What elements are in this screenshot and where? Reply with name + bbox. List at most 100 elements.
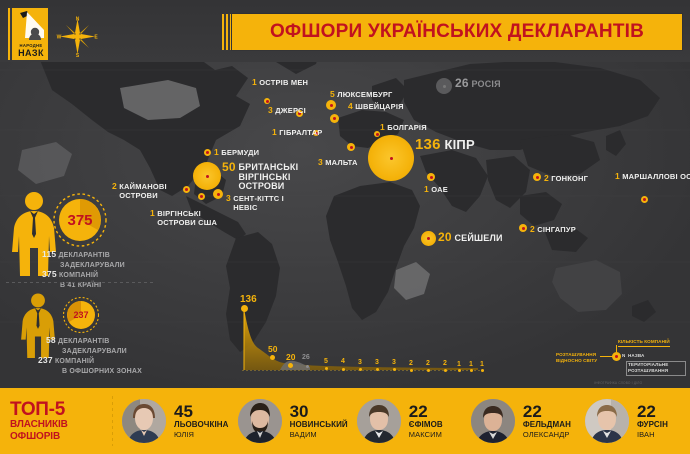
map-marker-bulgaria[interactable] [374,131,380,137]
curve-point-13 [470,369,473,372]
curve-label-8: 3 [392,359,396,366]
top5-separator [112,396,113,446]
map-marker-singapore[interactable] [519,224,527,232]
map-marker-british-virgin-islands[interactable] [193,162,221,190]
curve-label-11: 2 [443,360,447,367]
curve-point-9 [410,368,413,372]
curve-point-8 [393,368,396,371]
map-label-hong-kong: 2 ГОНКОНГ [544,173,589,184]
top5-person-4[interactable]: 22 ФЕЛЬДМАН ОЛЕКСАНДР [462,399,576,443]
curve-point-7 [376,368,379,371]
map-marker-hong-kong[interactable] [533,173,541,181]
logo-stripes [8,8,14,60]
map-marker-uae[interactable] [427,173,435,181]
curve-point-1 [270,355,275,360]
stats-divider [6,282,156,283]
donut-value-total: 375 [67,211,93,229]
legend-marker-letter: N [622,353,626,358]
map-marker-luxembourg[interactable] [326,100,336,110]
map-label-marshall-islands: 1 МАРШАЛЛОВІ ОСТРОВИ [615,171,690,182]
distribution-curve-chart: 136 50 20 26 5 4 3 3 3 2 2 2 1 [236,292,486,374]
curve-point-3 [306,365,309,368]
top5-person-2-given: ВАДИМ [289,430,317,439]
curve-label-13: 1 [469,361,473,368]
svg-text:N: N [76,17,80,23]
world-map: 1 ОСТРІВ МЕН 3 ДЖЕРСІ 5 ЛЮКСЕМБУРГ 4 ШВЕ… [0,0,690,388]
curve-label-14: 1 [480,361,484,368]
top5-person-4-given: ОЛЕКСАНДР [522,430,570,439]
top5-person-1[interactable]: 45 ЛЬОВОЧКІНА ЮЛІЯ [113,399,229,443]
avatar-lovochkina [122,399,166,443]
curve-point-14 [481,369,484,372]
top5-bar: ТОП-5 ВЛАСНИКІВ ОФШОРІВ 45 ЛЬОВОЧКІНА ЮЛ… [0,388,690,454]
map-label-jersey: 3 ДЖЕРСІ [268,105,306,116]
map-marker-marshall-islands[interactable] [641,196,648,203]
map-marker-isle-of-man[interactable] [264,98,270,104]
compass-rose-icon: N S E W [55,14,100,60]
legend-box-line2: РОЗТАШУВАННЯ [628,368,669,373]
legend-location-box [626,361,686,376]
svg-text:S: S [76,53,80,59]
curve-point-2 [288,363,293,368]
top5-person-2-surname: НОВИНСЬКИЙ [289,420,348,429]
avatar-feldman [470,399,515,443]
map-marker-saint-kitts-nevis[interactable] [213,189,223,199]
logo-text-nazk: НАЗК [18,48,44,58]
top5-person-5-given: ІВАН [636,430,655,439]
top5-person-5[interactable]: 22 ФУРСІН ІВАН [576,399,690,443]
map-marker-us-virgin-islands[interactable] [198,193,205,200]
map-marker-gibraltar[interactable] [313,130,319,136]
logo-plate: НАРОДНЕ НАЗК [14,8,48,60]
map-marker-switzerland[interactable] [330,114,339,123]
avatar-yefimov [356,399,401,443]
avatar-fursin [584,399,629,443]
curve-svg [242,308,482,371]
map-legend: РОЗТАШУВАННЯ ВІДНОСНО СВІТУ КІЛЬКІСТЬ КО… [556,338,686,378]
curve-point-0 [241,305,248,312]
map-marker-russia[interactable] [436,78,452,94]
legend-name-label: НАЗВА [628,353,645,358]
top5-heading-l2b: ОФШОРІВ [10,430,61,442]
donut-chart-offshore: 237 [62,296,100,334]
map-marker-jersey[interactable] [296,110,303,117]
curve-label-0: 136 [240,294,257,305]
top5-person-4-count: 22 [522,402,542,421]
page-title: ОФШОРИ УКРАЇНСЬКИХ ДЕКЛАРАНТІВ [232,14,682,50]
title-stripes [222,14,231,50]
stat2-companies-count: 237 [38,355,53,365]
top5-person-1-text: 45 ЛЬОВОЧКІНА ЮЛІЯ [166,403,229,439]
curve-point-6 [359,368,362,371]
map-label-bermuda: 1 БЕРМУДИ [214,147,260,158]
map-marker-cayman-islands[interactable] [183,186,190,193]
map-label-cayman-islands: 2 КАЙМАНОВІ ОСТРОВИ [112,181,167,201]
curve-label-9: 2 [409,360,413,367]
map-label-seychelles: 20 СЕЙШЕЛИ [438,230,503,244]
map-label-saint-kitts-nevis: 3 СЕНТ-КІТТС І НЕВІС [226,193,284,213]
curve-label-4: 5 [324,358,328,365]
top5-person-3[interactable]: 22 ЄФІМОВ МАКСИМ [348,399,462,443]
credit-text: ІНФОГРАФІКА СЛОВО І ДІЛО [594,381,643,385]
map-marker-malta[interactable] [347,143,355,151]
map-label-cyprus: 136 КІПР [415,136,475,153]
top5-person-2-text: 30 НОВИНСЬКИЙ ВАДИМ [282,403,348,439]
legend-connector-up [616,345,617,353]
top5-person-5-surname: ФУРСІН [636,420,668,429]
top5-person-4-surname: ФЕЛЬДМАН [522,420,571,429]
map-label-uae: 1 ОАЕ [424,184,448,195]
stat2-zones-word: В ОФШОРНИХ ЗОНАХ [62,367,142,375]
legend-box-line1: ТЕРИТОРІАЛЬНЕ [628,362,669,367]
top5-person-5-text: 22 ФУРСІН ІВАН [629,403,668,439]
logo-nazk[interactable]: НАРОДНЕ НАЗК [8,8,48,60]
stat-declarants-count: 115 [42,249,57,259]
map-marker-cyprus[interactable] [368,135,414,181]
map-label-bulgaria: 1 БОЛГАРІЯ [380,122,427,133]
top5-person-3-surname: ЄФІМОВ [408,420,443,429]
avatar-novynskyi [237,399,282,443]
donut-value-offshore: 237 [73,310,89,320]
top5-person-2[interactable]: 30 НОВИНСЬКИЙ ВАДИМ [229,399,348,443]
map-marker-bermuda[interactable] [204,149,211,156]
top5-person-3-given: МАКСИМ [408,430,442,439]
map-marker-seychelles[interactable] [421,231,436,246]
curve-label-5: 4 [341,358,345,365]
